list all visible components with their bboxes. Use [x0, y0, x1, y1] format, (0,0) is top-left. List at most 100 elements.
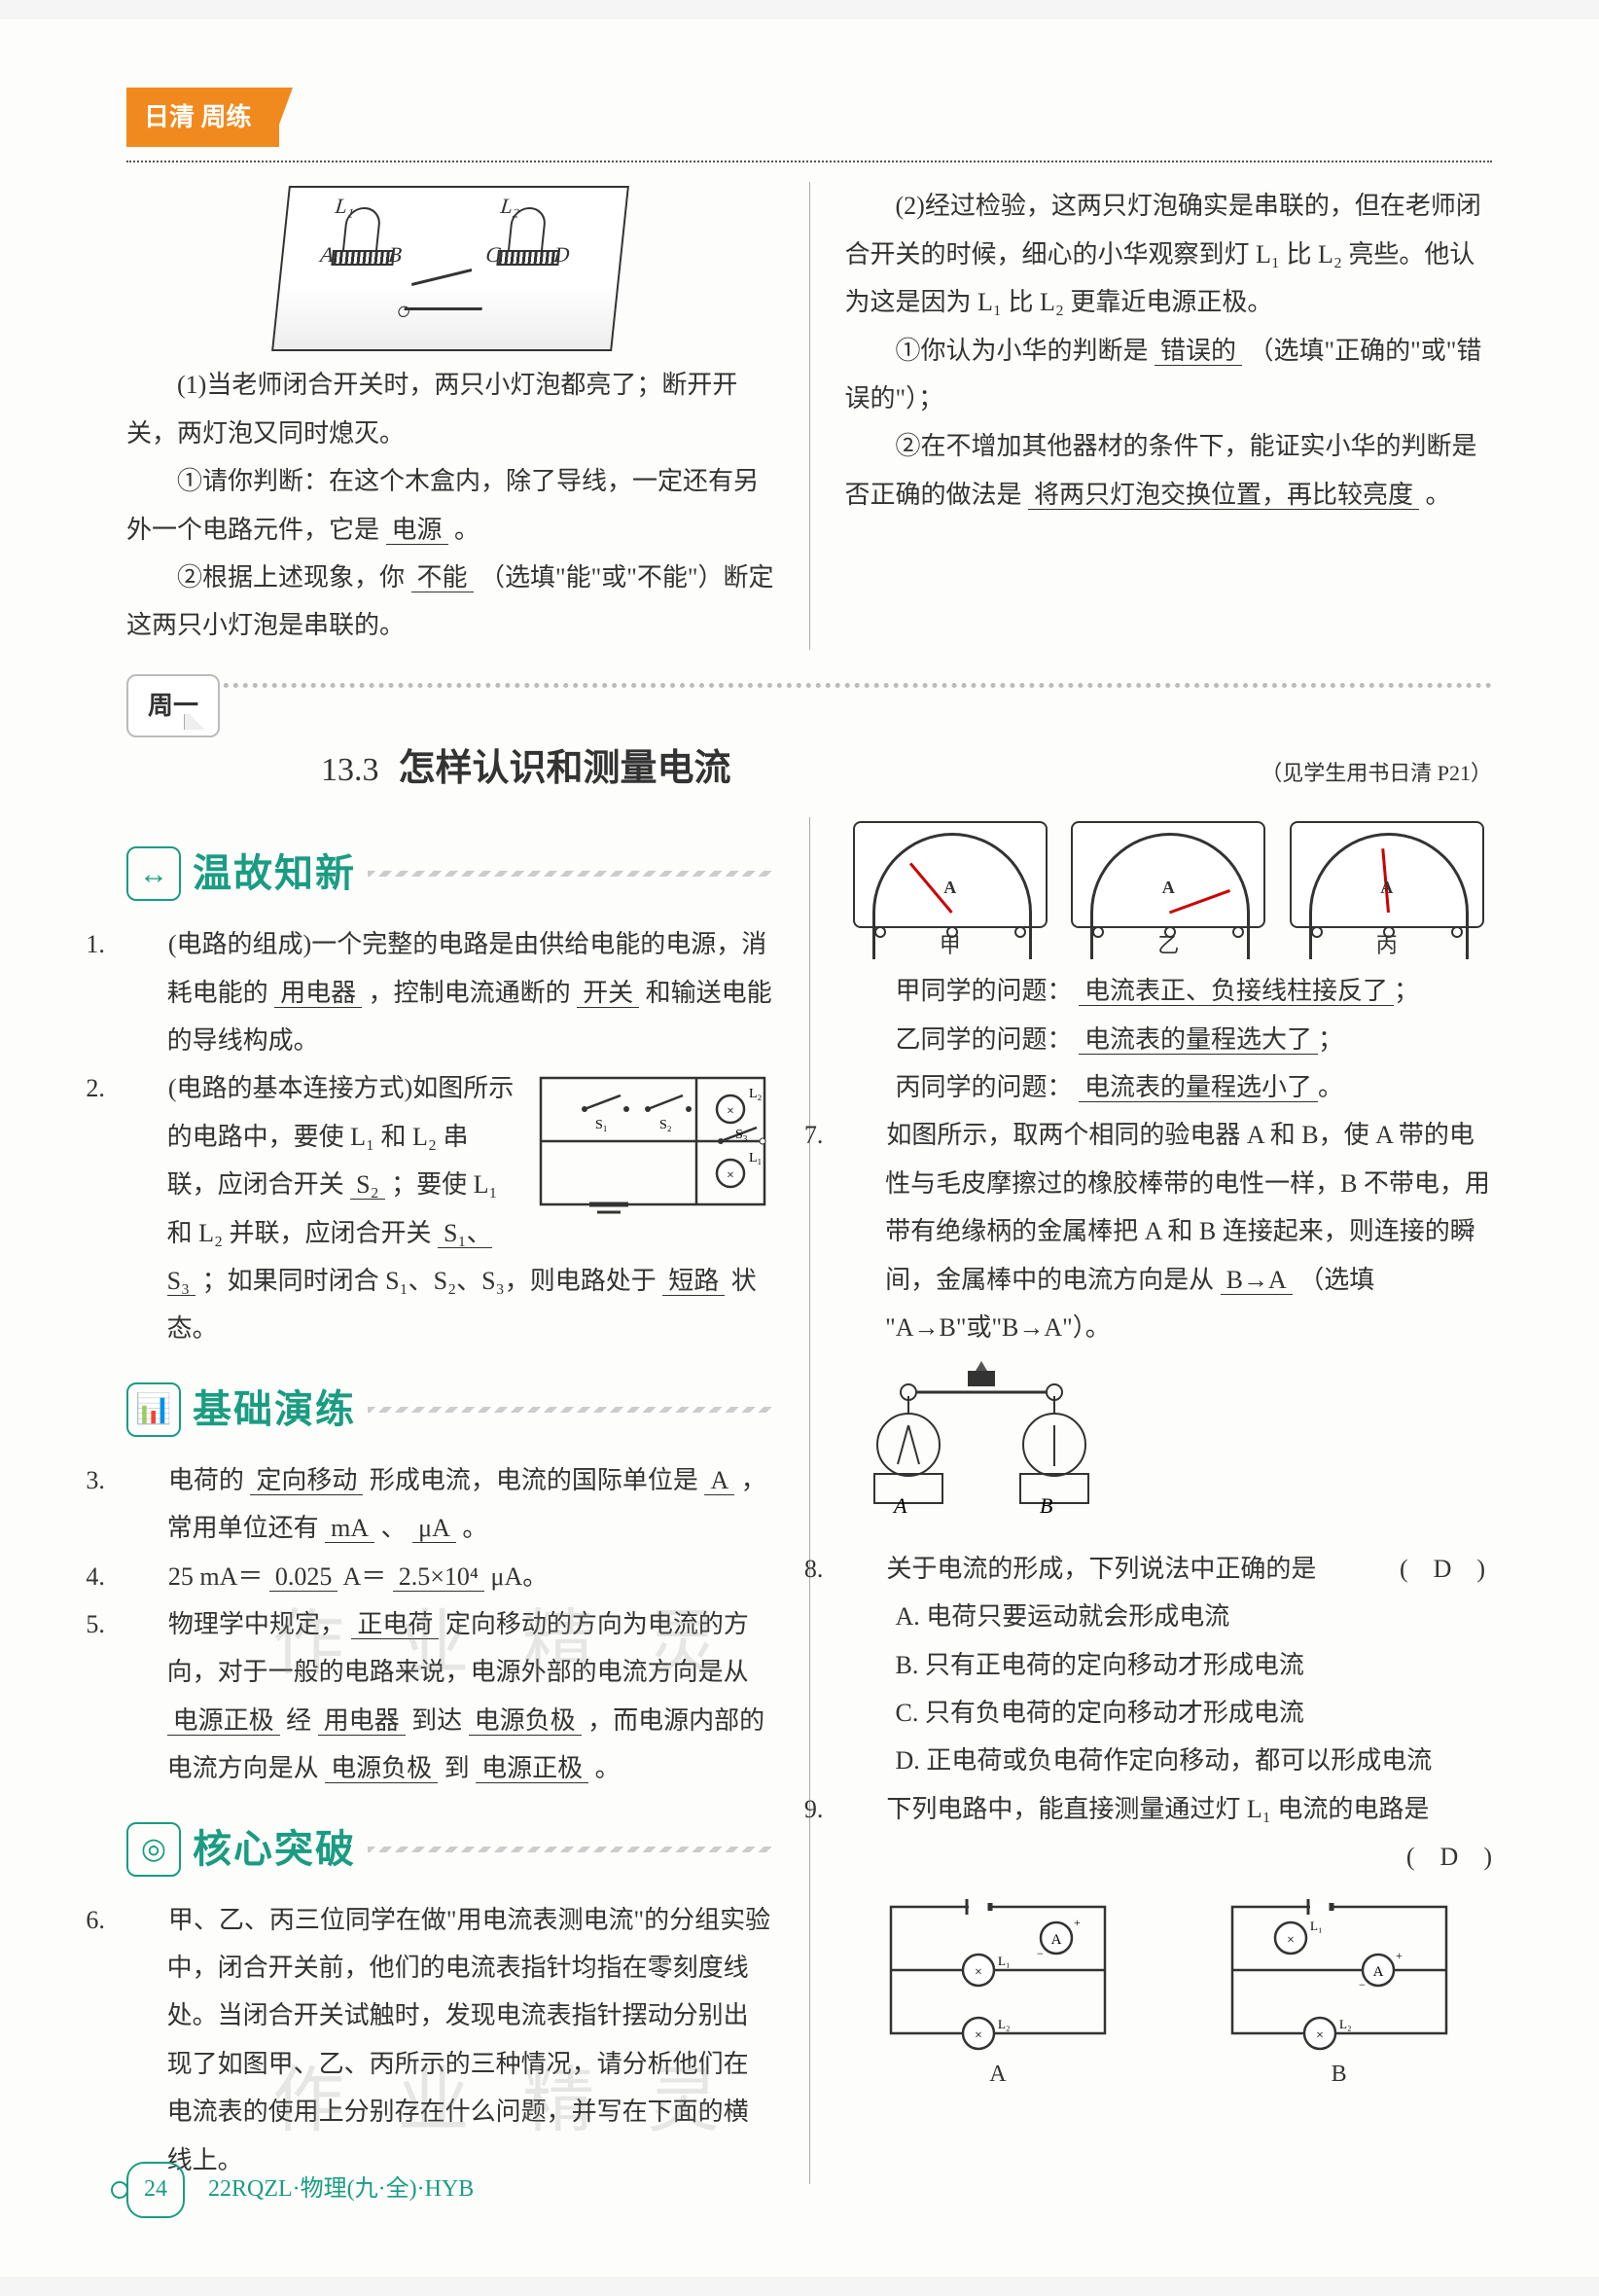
lower-columns: ↔ 温故知新 1. (电路的组成)一个完整的电路是由供给电能的电源，消耗电能的 … — [126, 817, 1492, 2184]
svg-text:×: × — [1316, 2028, 1324, 2043]
qno: 1. — [126, 920, 161, 968]
subhead-review: ↔ 温故知新 — [126, 837, 774, 911]
q8-ans: D — [1434, 1555, 1452, 1583]
p2-text: (2)经过检验，这两只灯泡确实是串联的，但在老师闭合开关的时候，细心的小华观察到… — [845, 182, 1493, 326]
q2-a1: S₂ — [350, 1170, 385, 1200]
fig-label-B: B — [386, 234, 404, 275]
arrows-icon: ↔ — [126, 846, 181, 901]
q5: 5. 物理学中规定， 正电荷 定向移动的方向为电流的方向，对于一般的电路来说，电… — [126, 1600, 774, 1793]
svg-text:−: − — [1359, 1978, 1366, 1991]
q4-suf: μA。 — [491, 1562, 549, 1591]
svg-text:+: + — [1396, 1949, 1403, 1962]
section-title-row: 13.3 怎样认识和测量电流 （见学生用书日清 P21） — [126, 734, 1492, 804]
header-badge-text: 日清 周练 — [144, 103, 252, 131]
q7-ans: B→A — [1221, 1266, 1293, 1295]
subhead-core: ◎ 核心突破 — [126, 1812, 774, 1886]
page: 日清 周练 L₁ L₂ A B C D (1)当老师闭合开关时，两只小灯泡都亮了… — [0, 19, 1599, 2277]
svg-text:L₁: L₁ — [749, 1151, 762, 1166]
qno: 2. — [126, 1064, 161, 1112]
q8-answer-paren: ( D ) — [1440, 1545, 1492, 1593]
q9-stem: 下列电路中，能直接测量通过灯 L₁ 电流的电路是 — [886, 1795, 1429, 1823]
q9-ans: D — [1440, 1843, 1459, 1871]
p2s1-ans: 错误的 — [1155, 337, 1242, 366]
q8oa: 电荷只要运动就会形成电流 — [926, 1602, 1229, 1631]
qno: 3. — [126, 1456, 161, 1504]
fig-label-A: A — [892, 1493, 907, 1518]
qno: 4. — [126, 1553, 161, 1600]
p1-sub1: ①请你判断：在这个木盒内，除了导线，一定还有另外一个电路元件，它是 电源 。 — [126, 457, 774, 554]
qno: 7. — [845, 1111, 880, 1159]
q6-ans-bing: 丙同学的问题： 电流表的量程选小了。 — [845, 1063, 1493, 1111]
top-right-col: (2)经过检验，这两只灯泡确实是串联的，但在老师闭合开关的时候，细心的小华观察到… — [845, 182, 1493, 649]
lesson-header-row: 周一 13.3 怎样认识和测量电流 （见学生用书日清 P21） — [126, 683, 1492, 805]
subhead-review-label: 温故知新 — [187, 837, 362, 911]
svg-text:L₂: L₂ — [998, 2017, 1010, 2031]
svg-text:L₂: L₂ — [749, 1087, 763, 1101]
svg-text:×: × — [975, 1965, 982, 1980]
p1-text: (1)当老师闭合开关时，两只小灯泡都亮了；断开开关，两灯泡又同时熄灭。 — [126, 361, 774, 457]
svg-text:L₁: L₁ — [1310, 1919, 1322, 1933]
q5-a4: 电源负极 — [469, 1706, 582, 1736]
p1s1-suf: 。 — [454, 516, 480, 544]
q3-a3: mA — [325, 1514, 374, 1543]
q6aw1: 乙同学的问题： — [896, 1025, 1073, 1054]
q4-pre: 25 mA＝ — [168, 1562, 264, 1591]
subhead-basic-label: 基础演练 — [187, 1373, 362, 1447]
q6aa1: 电流表的量程选大了 — [1079, 1025, 1318, 1055]
p2-sub2: ②在不增加其他器材的条件下，能证实小华的判断是否正确的做法是 将两只灯泡交换位置… — [845, 422, 1493, 519]
electroscope-figure: A B — [845, 1357, 1118, 1523]
svg-text:S₂: S₂ — [659, 1118, 672, 1132]
q6aw0: 甲同学的问题： — [896, 977, 1073, 1005]
p1-sub2: ②根据上述现象，你 不能 （选填"能"或"不能"）断定这两只小灯泡是串联的。 — [126, 554, 774, 650]
q6aw2: 丙同学的问题： — [896, 1073, 1073, 1101]
q6aa2: 电流表的量程选小了 — [1079, 1073, 1318, 1102]
q3-a1: 定向移动 — [250, 1466, 363, 1495]
q3-a4: μA — [412, 1514, 456, 1543]
header-badge: 日清 周练 — [126, 88, 279, 147]
p2s2-suf: 。 — [1426, 481, 1451, 509]
fig-label-L1: L₁ — [333, 186, 356, 227]
q8oc: 只有负电荷的定向移动才形成电流 — [925, 1699, 1304, 1727]
q6-text: 甲、乙、丙三位同学在做"用电流表测电流"的分组实验中，闭合开关前，他们的电流表指… — [167, 1906, 771, 2174]
section-number: 13.3 — [321, 739, 379, 803]
p1s2-ans: 不能 — [411, 563, 474, 592]
q8-opt-b: B. 只有正电荷的定向移动才形成电流 — [845, 1641, 1493, 1689]
svg-text:L₂: L₂ — [1339, 2017, 1351, 2031]
q8od: 正电荷或负电荷作定向移动，都可以形成电流 — [926, 1746, 1432, 1775]
ammeter-bing: A 丙 — [1290, 821, 1484, 928]
q5-a6: 电源正极 — [476, 1754, 588, 1783]
p1-prefix: (1)当老师闭合开关时，两只小灯泡都亮了；断开开关，两灯泡又同时熄灭。 — [126, 371, 737, 447]
q3: 3. 电荷的 定向移动 形成电流，电流的国际单位是 A ，常用单位还有 mA 、… — [126, 1456, 774, 1553]
q3-pre: 电荷的 — [168, 1466, 244, 1494]
q3-suf: 。 — [462, 1514, 487, 1542]
q9-fig-b: ×L₁ A +− ×L₂ B — [1213, 1887, 1466, 2098]
svg-text:×: × — [975, 2028, 982, 2043]
subhead-rule — [368, 1847, 774, 1852]
q1-a2: 开关 — [577, 979, 639, 1008]
section-title: 怎样认识和测量电流 — [399, 734, 731, 804]
q5-a5: 电源负极 — [325, 1754, 438, 1783]
q1-m1: ，控制电流通断的 — [369, 979, 571, 1007]
q5-a2: 电源正极 — [167, 1706, 280, 1736]
q7-pre: 如图所示，取两个相同的验电器 A 和 B，使 A 带的电性与毛皮摩擦过的橡胶棒带… — [885, 1121, 1490, 1293]
q8-opt-d: D. 正电荷或负电荷作定向移动，都可以形成电流 — [845, 1737, 1493, 1784]
q8-stem: 关于电流的形成，下列说法中正确的是 — [886, 1555, 1316, 1583]
q6-ans-jia: 甲同学的问题： 电流表正、负接线柱接反了； — [845, 967, 1493, 1015]
q5-m5: 到 — [444, 1754, 470, 1782]
q8-opt-a: A. 电荷只要运动就会形成电流 — [845, 1593, 1493, 1640]
svg-text:A: A — [1050, 1932, 1061, 1948]
q6: 6. 甲、乙、丙三位同学在做"用电流表测电流"的分组实验中，闭合开关前，他们的电… — [126, 1896, 774, 2184]
q6aa0: 电流表正、负接线柱接反了 — [1079, 977, 1394, 1006]
p2s2-ans: 将两只灯泡交换位置，再比较亮度 — [1028, 481, 1419, 510]
meter-cap: 乙 — [1157, 925, 1179, 966]
q7: 7. 如图所示，取两个相同的验电器 A 和 B，使 A 带的电性与毛皮摩擦过的橡… — [845, 1111, 1493, 1351]
svg-text:×: × — [1287, 1933, 1295, 1948]
q3-a2: A — [704, 1466, 734, 1495]
switch-circuit-figure: × L₂ × L₁ S₁ S₂ S₃ — [531, 1068, 774, 1214]
q2: 2. × L₂ × L₁ S₁ S₂ S₃ — [126, 1064, 774, 1352]
fig-label-B: B — [1040, 1493, 1052, 1518]
footer-code: 22RQZL·物理(九·全)·HYB — [208, 2168, 474, 2212]
subhead-basic: 📊 基础演练 — [126, 1373, 774, 1447]
q6-ans-yi: 乙同学的问题： 电流表的量程选大了； — [845, 1016, 1493, 1063]
q5-a3: 用电器 — [318, 1706, 406, 1736]
